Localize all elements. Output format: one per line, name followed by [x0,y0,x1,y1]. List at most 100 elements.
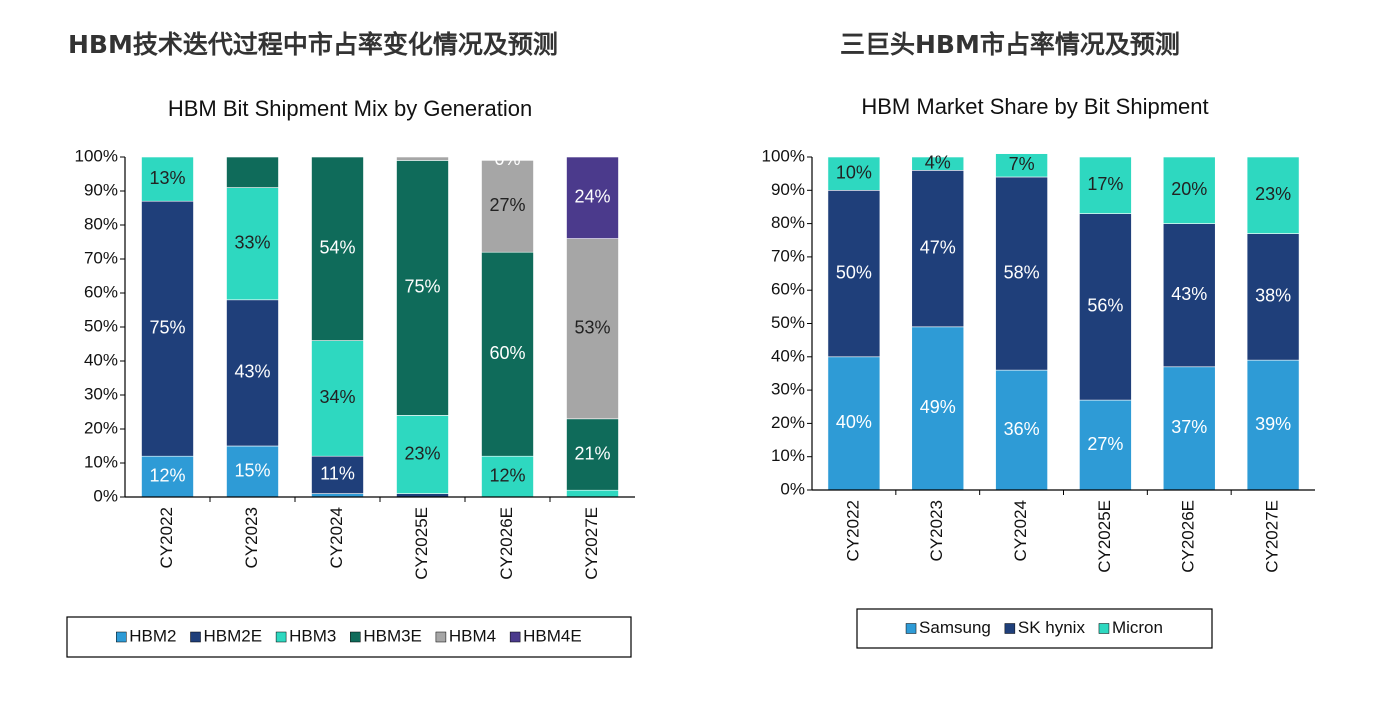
legend-label: SK hynix [1018,618,1086,637]
x-tick-label: CY2027E [1263,500,1282,573]
data-label: 34% [319,387,355,407]
bar-segment [566,489,619,498]
data-label: 4% [925,152,951,172]
data-label: 11% [320,464,355,484]
legend-swatch [905,623,917,634]
legend-label: HBM4 [449,626,496,645]
bar-segment [827,156,881,191]
x-tick-label: CY2026E [1179,500,1198,573]
y-tick-label: 30% [771,380,805,399]
legend-box [66,616,632,658]
y-tick-label: 100% [75,146,118,165]
data-label: 43% [1171,284,1207,304]
data-label: 49% [920,397,956,417]
bar-segment [995,369,1048,491]
data-label: 12% [149,465,185,485]
data-label: 33% [234,232,270,252]
data-label: 54% [319,238,355,258]
y-tick-label: 40% [84,350,118,369]
legend-label: Samsung [919,618,991,637]
bar-segment [311,156,364,341]
y-tick-label: 80% [771,213,805,232]
bar-segment [1079,399,1132,491]
legend-label: HBM2 [129,626,176,645]
bar-segment [1246,359,1300,491]
legend-label: Micron [1112,618,1163,637]
y-tick-label: 20% [771,413,805,432]
data-label: 20% [1171,179,1207,199]
legend-swatch [435,631,447,643]
chart-heading: 三巨头HBM市占率情况及预测 [840,30,1180,59]
y-tick-label: 0% [780,479,805,498]
bar-segment [1246,156,1300,234]
data-label: 27% [1087,434,1123,454]
data-label: 56% [1087,296,1123,316]
y-tick-label: 80% [84,214,118,233]
x-tick-label: CY2022 [157,507,176,568]
y-tick-label: 50% [771,313,805,332]
data-label: 23% [1255,184,1291,204]
y-tick-label: 90% [771,180,805,199]
y-tick-label: 0% [93,486,118,505]
data-label: 43% [234,362,270,382]
bar-segment [911,170,965,328]
bar-segment [141,455,194,498]
data-label: 37% [1171,417,1207,437]
y-tick-label: 10% [84,452,118,471]
legend-swatch [190,631,201,643]
x-tick-label: CY2026E [497,507,516,580]
y-tick-label: 60% [84,282,118,301]
chart-subtitle: HBM Market Share by Bit Shipment [861,94,1208,119]
bar-segment [1079,156,1132,214]
data-label: 27% [489,195,525,215]
data-label: 53% [574,317,610,337]
bar-segment [396,160,449,416]
y-tick-label: 70% [771,246,805,265]
bar-segment [141,200,194,457]
data-label: 10% [836,162,872,182]
bar-segment [911,156,965,171]
bar-segment [226,156,279,188]
bar-segment [226,445,279,498]
legend-swatch [1004,623,1016,634]
y-tick-label: 60% [771,280,805,299]
data-label: 15% [234,460,270,480]
bar-segment [396,415,449,494]
legend-swatch [116,631,127,643]
legend-swatch [275,631,287,643]
data-label: 36% [1004,419,1040,439]
data-label: 13% [149,168,185,188]
x-tick-label: CY2022 [843,500,862,561]
x-tick-label: CY2023 [242,507,261,568]
data-label: 40% [836,412,872,432]
x-tick-label: CY2024 [327,507,346,568]
data-label: 17% [1087,174,1123,194]
legend-label: HBM2E [204,626,263,645]
x-tick-label: CY2027E [582,507,601,580]
y-tick-label: 50% [84,316,118,335]
bar-segment [827,356,881,491]
data-label: 12% [489,465,525,485]
data-label: 0% [494,149,520,169]
bar-segment [1162,156,1216,224]
chart-heading: HBM技术迭代过程中市占率变化情况及预测 [68,30,558,59]
bar-segment [566,156,619,239]
bar-segment [995,153,1048,178]
bar-segment [1079,213,1132,401]
bar-segment [396,156,449,161]
legend: Samsung SK hynix Micron [905,618,1163,637]
data-label: 47% [920,237,956,257]
data-label: 50% [836,262,872,282]
legend-swatch [350,631,361,643]
y-tick-label: 100% [762,146,805,165]
legend-swatch [509,631,521,643]
bar-segment [995,176,1048,371]
data-label: 39% [1255,414,1291,434]
y-tick-label: 70% [84,248,118,267]
chart-subtitle: HBM Bit Shipment Mix by Generation [168,96,532,121]
data-label: 75% [149,317,185,337]
bar-segment [566,418,619,491]
bar-segment [481,160,534,253]
x-tick-label: CY2025E [412,507,431,580]
